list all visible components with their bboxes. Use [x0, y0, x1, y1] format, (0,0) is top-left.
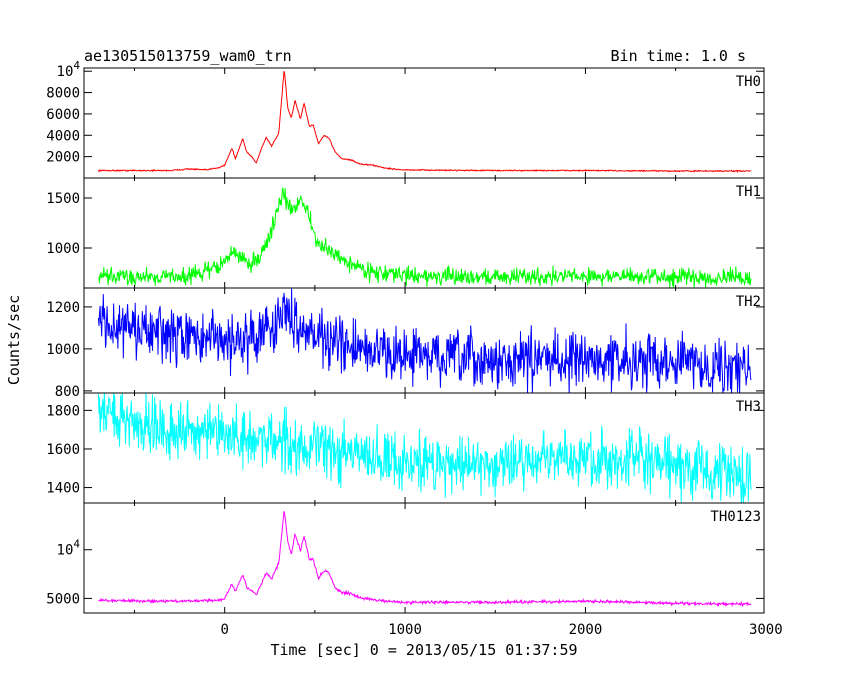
panel-frame [83, 67, 765, 179]
y-tick-label: 6000 [46, 107, 80, 123]
y-axis-label: Counts/sec [5, 295, 23, 385]
y-tick-label: 1800 [46, 403, 80, 419]
x-tick-label: 1000 [388, 622, 422, 638]
panel-th2: 800 1000 1200 TH2 [46, 287, 765, 400]
y-tick-label: 8000 [46, 86, 80, 102]
y-tick-label: 104 [57, 59, 81, 80]
y-tick-label: 4000 [46, 128, 80, 144]
y-tick-label: 2000 [46, 150, 80, 166]
panel-frame [83, 502, 765, 614]
series-th0 [97, 71, 752, 173]
panel-th1: 1000 1500 TH1 [46, 177, 765, 289]
chart-title: ae130515013759_wam0_trn [84, 47, 292, 65]
bin-time-label: Bin time: 1.0 s [611, 47, 746, 65]
panel-th0: 2000 4000 6000 8000 104 TH0 [46, 59, 765, 179]
series-th2 [97, 288, 752, 393]
x-tick-label: 0 [220, 622, 228, 638]
panel-th3: 1400 1600 1800 TH3 [46, 392, 765, 504]
panel-label: TH0 [736, 74, 761, 90]
x-axis-label: Time [sec] 0 = 2013/05/15 01:37:59 [270, 641, 577, 659]
panel-label: TH3 [736, 399, 761, 415]
y-tick-label: 1000 [46, 342, 80, 358]
panel-label: TH0123 [710, 509, 761, 525]
y-tick-label: 104 [57, 538, 81, 559]
y-tick-label: 1500 [46, 191, 80, 207]
y-tick-label: 1600 [46, 442, 80, 458]
x-tick-label: 3000 [749, 622, 783, 638]
y-tick-label: 5000 [46, 591, 80, 607]
panel-label: TH1 [736, 184, 761, 200]
series-th1 [98, 187, 752, 288]
panel-th0123: 5000 104 TH0123 [46, 502, 765, 614]
x-tick-label: 2000 [569, 622, 603, 638]
series-th0123 [98, 511, 752, 608]
y-tick-label: 800 [55, 384, 80, 400]
panel-label: TH2 [736, 294, 761, 310]
series-th3 [97, 393, 752, 503]
panels-group: 2000 4000 6000 8000 104 TH0 1000 1500 TH1 800 1000… [46, 59, 765, 614]
x-axis: 0 1000 2000 3000 [220, 622, 782, 638]
y-tick-label: 1400 [46, 481, 80, 497]
y-tick-label: 1200 [46, 300, 80, 316]
y-tick-label: 1000 [46, 241, 80, 257]
